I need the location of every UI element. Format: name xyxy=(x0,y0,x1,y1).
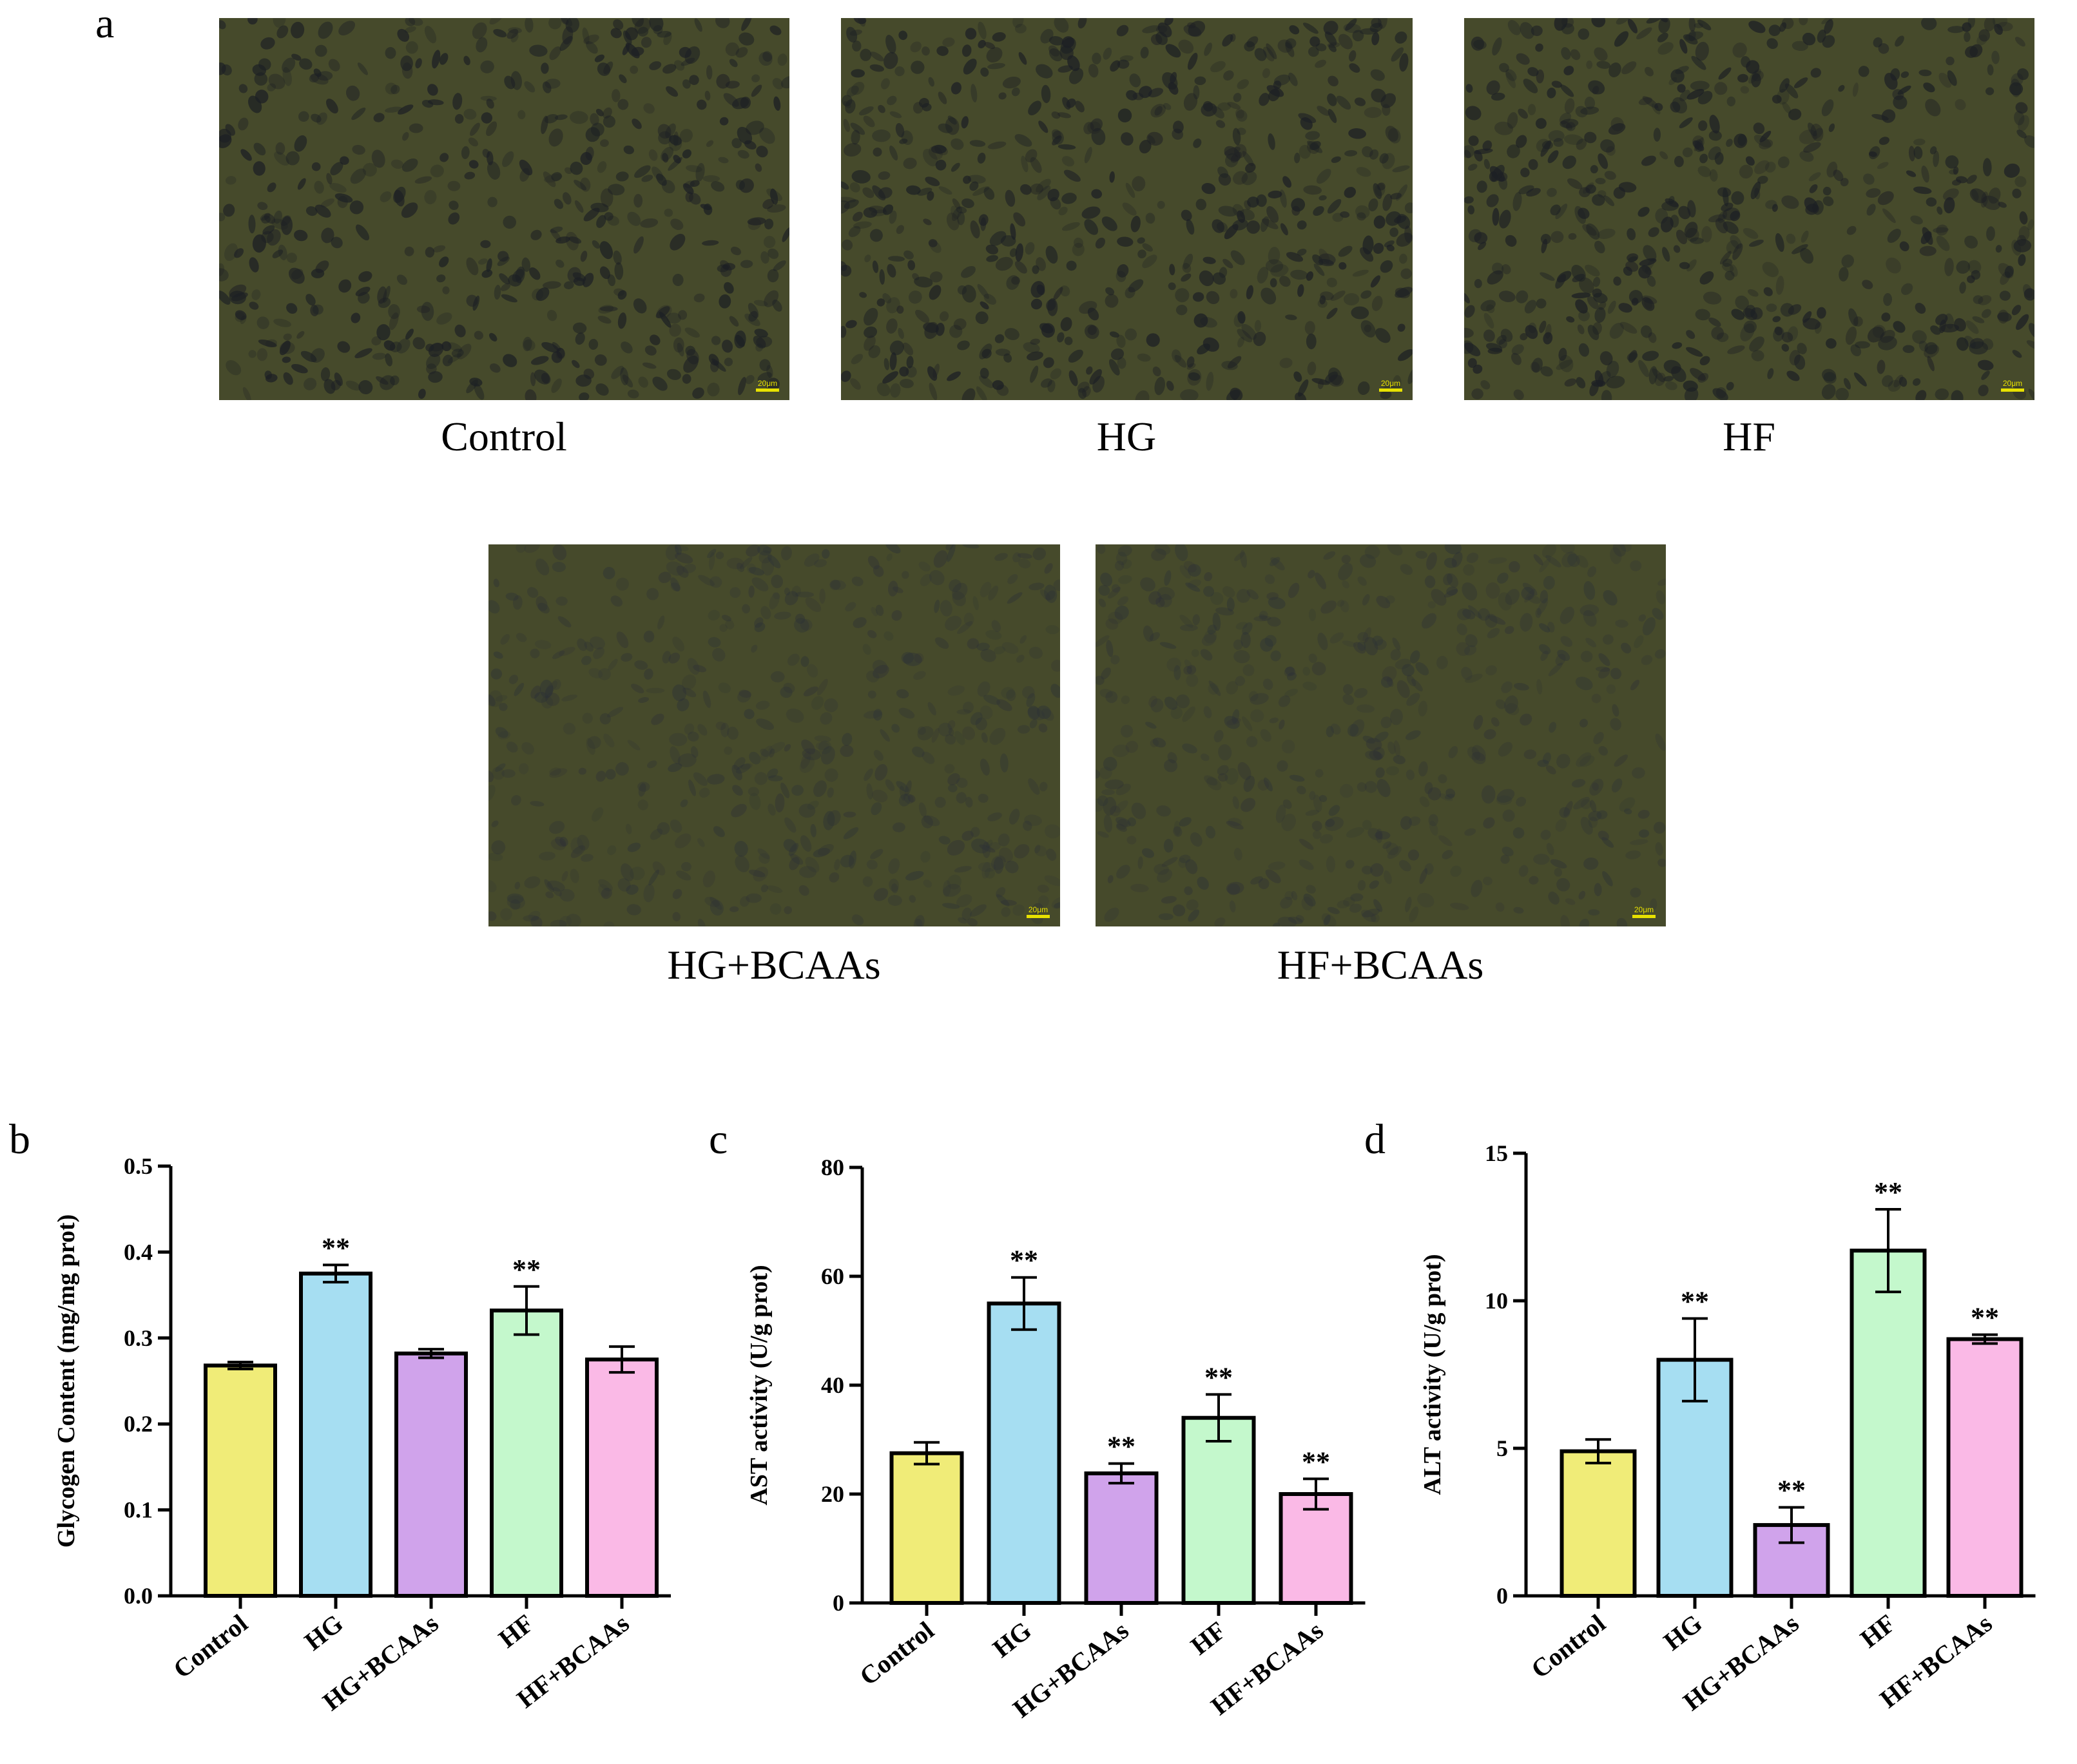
y-axis-label: ALT activity (U/g prot) xyxy=(1419,1254,1446,1495)
y-tick-label: 0.5 xyxy=(124,1153,153,1179)
bar-control xyxy=(204,1363,277,1598)
significance-marker: ** xyxy=(1010,1245,1038,1276)
error-bar xyxy=(323,1263,349,1284)
scale-bar: 20μm xyxy=(1379,379,1402,392)
panel-b-letter: b xyxy=(9,1116,30,1163)
micrograph-cells xyxy=(1464,18,2034,400)
bar-hg xyxy=(987,1301,1061,1605)
scale-bar: 20μm xyxy=(756,379,779,392)
y-tick-label: 0 xyxy=(1496,1583,1508,1609)
y-tick-label: 20 xyxy=(821,1481,844,1507)
x-category-label: HG xyxy=(299,1609,349,1656)
x-category-label: Control xyxy=(854,1616,939,1691)
error-bar xyxy=(1682,1317,1708,1403)
error-bar xyxy=(914,1441,940,1466)
micrograph-cells xyxy=(1096,544,1666,926)
y-tick-label: 40 xyxy=(821,1372,844,1398)
error-bar xyxy=(418,1348,444,1359)
micrograph-label-control: Control xyxy=(441,414,567,459)
micrograph-hg-bcaas: 20μm xyxy=(488,544,1060,926)
scale-bar: 20μm xyxy=(1632,905,1656,918)
bar-hf-bcaas xyxy=(1279,1492,1353,1605)
error-bar xyxy=(227,1361,253,1370)
error-bar xyxy=(1206,1393,1232,1443)
chart-b: 0.0 0.1 0.2 0.3 0.4 0.5 Glycogen Content (mg/m… xyxy=(53,1153,671,1716)
error-bar xyxy=(609,1345,635,1374)
bar-hf-bcaas xyxy=(585,1357,659,1598)
micrograph-hf-bcaas: 20μm xyxy=(1096,544,1666,926)
micrograph-label-hg-bcaas: HG+BCAAs xyxy=(667,942,881,988)
micrograph-label-hf-bcaas: HF+BCAAs xyxy=(1277,942,1484,988)
significance-marker: ** xyxy=(1874,1176,1902,1208)
y-tick-label: 80 xyxy=(821,1155,844,1180)
micrograph-label-hg: HG xyxy=(1096,414,1157,459)
significance-marker: ** xyxy=(1681,1285,1709,1317)
bar-hf xyxy=(1181,1415,1256,1605)
error-bar xyxy=(1972,1333,1998,1345)
micrograph-cells xyxy=(219,18,789,400)
micrograph-control: 20μm xyxy=(219,18,789,400)
scale-bar-text: 20μm xyxy=(2003,379,2022,388)
y-tick-label: 0.4 xyxy=(124,1239,153,1265)
x-category-label: HG xyxy=(987,1616,1037,1663)
panel-c-letter: c xyxy=(709,1116,728,1163)
significance-marker: ** xyxy=(1204,1361,1233,1393)
x-category-label: HF xyxy=(493,1609,539,1654)
significance-marker: ** xyxy=(1777,1475,1806,1506)
y-axis-label: AST activity (U/g prot) xyxy=(746,1265,773,1505)
error-bar xyxy=(1585,1438,1611,1464)
chart-c: 0 20 40 60 80 AST activity (U/g prot) Control *… xyxy=(746,1155,1366,1723)
significance-marker: ** xyxy=(512,1254,541,1285)
bar-control xyxy=(889,1451,964,1605)
y-tick-label: 0.0 xyxy=(124,1583,153,1609)
scale-bar-text: 20μm xyxy=(1634,905,1654,914)
significance-marker: ** xyxy=(1971,1302,1999,1334)
x-category-label: HF xyxy=(1855,1609,1900,1654)
x-category-label: Control xyxy=(1525,1609,1610,1684)
x-category-label: Control xyxy=(168,1609,253,1684)
panel-d-letter: d xyxy=(1364,1116,1386,1163)
micrograph-cells xyxy=(841,18,1413,400)
y-tick-label: 15 xyxy=(1485,1140,1508,1166)
scale-bar-text: 20μm xyxy=(758,379,777,388)
error-bar xyxy=(1011,1276,1037,1331)
bar-hg-bcaas xyxy=(1084,1471,1159,1605)
panel-a-letter: a xyxy=(95,0,115,47)
scale-bar-text: 20μm xyxy=(1381,379,1400,388)
error-bar xyxy=(1108,1462,1134,1485)
y-tick-label: 10 xyxy=(1485,1288,1508,1314)
bar-hg xyxy=(299,1271,372,1598)
y-axis-label: Glycogen Content (mg/mg prot) xyxy=(53,1214,80,1548)
micrograph-label-hf: HF xyxy=(1723,414,1775,459)
error-bar xyxy=(514,1285,539,1336)
y-tick-label: 0.1 xyxy=(124,1497,153,1523)
y-tick-label: 0 xyxy=(833,1590,844,1616)
scale-bar-text: 20μm xyxy=(1029,905,1048,914)
significance-marker: ** xyxy=(322,1232,350,1263)
bar-hg-bcaas xyxy=(394,1351,468,1598)
significance-marker: ** xyxy=(1107,1431,1135,1462)
micrograph-hf: 20μm xyxy=(1464,18,2034,400)
significance-marker: ** xyxy=(1302,1446,1330,1477)
error-bar xyxy=(1875,1208,1901,1294)
x-category-label: HF xyxy=(1185,1616,1231,1661)
micrograph-cells xyxy=(488,544,1060,926)
x-category-label: HG xyxy=(1658,1609,1708,1656)
error-bar xyxy=(1779,1506,1804,1544)
y-tick-label: 5 xyxy=(1496,1435,1508,1461)
error-bar xyxy=(1303,1477,1329,1511)
bar-hf xyxy=(1850,1249,1927,1598)
y-tick-label: 0.3 xyxy=(124,1325,153,1351)
scale-bar: 20μm xyxy=(2001,379,2024,392)
y-tick-label: 0.2 xyxy=(124,1411,153,1437)
bar-hf xyxy=(490,1309,563,1598)
y-tick-label: 60 xyxy=(821,1263,844,1289)
scale-bar: 20μm xyxy=(1027,905,1050,918)
micrograph-hg: 20μm xyxy=(841,18,1413,400)
chart-d: 0 5 10 15 ALT activity (U/g prot) Control ** HG… xyxy=(1419,1140,2036,1716)
bar-hf-bcaas xyxy=(1946,1337,2024,1598)
bar-control xyxy=(1560,1449,1637,1598)
